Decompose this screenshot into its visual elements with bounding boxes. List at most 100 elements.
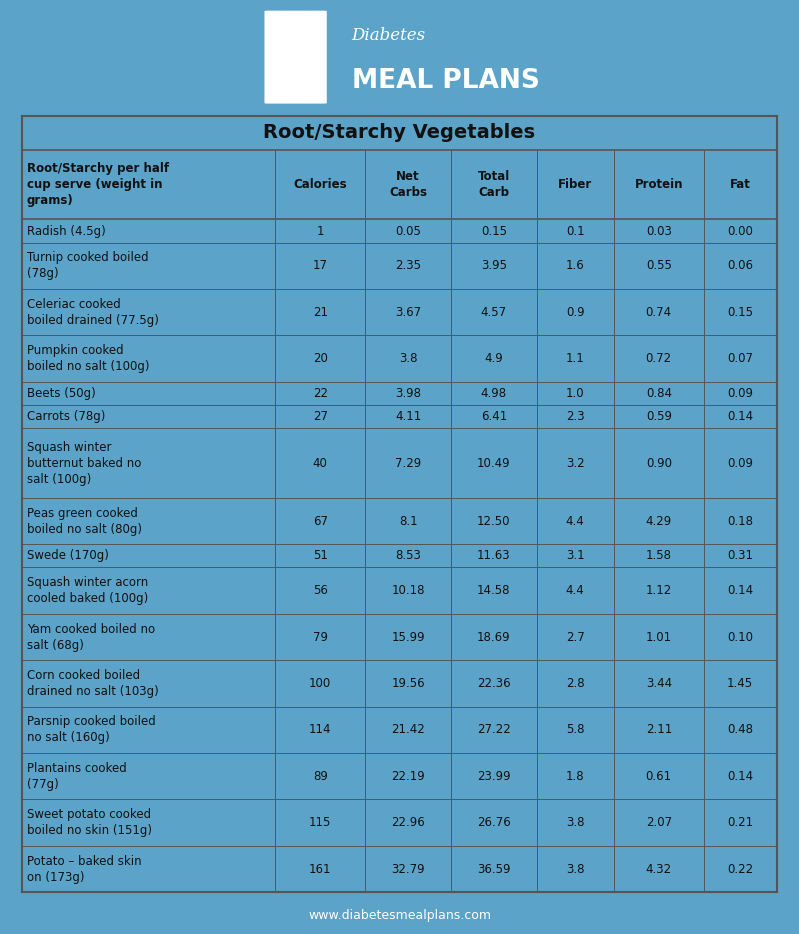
Text: 0.03: 0.03 xyxy=(646,224,672,237)
Text: 0.14: 0.14 xyxy=(727,584,753,597)
Text: Root/Starchy Vegetables: Root/Starchy Vegetables xyxy=(264,123,535,142)
Text: Carrots (78g): Carrots (78g) xyxy=(27,410,105,423)
Text: 23.99: 23.99 xyxy=(477,770,511,783)
Text: 0.59: 0.59 xyxy=(646,410,672,423)
Text: 3.2: 3.2 xyxy=(566,457,585,470)
Text: 3.1: 3.1 xyxy=(566,549,585,562)
Text: 0.09: 0.09 xyxy=(727,387,753,400)
Text: 0.84: 0.84 xyxy=(646,387,672,400)
Text: 3.44: 3.44 xyxy=(646,677,672,690)
Text: 2.11: 2.11 xyxy=(646,723,672,736)
Text: Corn cooked boiled
drained no salt (103g): Corn cooked boiled drained no salt (103g… xyxy=(27,669,159,698)
Text: 5.8: 5.8 xyxy=(566,723,584,736)
Text: 0.14: 0.14 xyxy=(727,770,753,783)
Text: 0.09: 0.09 xyxy=(727,457,753,470)
Text: 27.22: 27.22 xyxy=(477,723,511,736)
Text: 21.42: 21.42 xyxy=(392,723,425,736)
Text: 0.15: 0.15 xyxy=(727,305,753,318)
Text: 67: 67 xyxy=(312,515,328,528)
Text: 32.79: 32.79 xyxy=(392,863,425,875)
Text: 0.72: 0.72 xyxy=(646,352,672,365)
Text: 8.53: 8.53 xyxy=(396,549,421,562)
Text: 2.7: 2.7 xyxy=(566,630,585,644)
Text: 161: 161 xyxy=(309,863,332,875)
FancyBboxPatch shape xyxy=(284,10,307,104)
Text: Squash winter acorn
cooled baked (100g): Squash winter acorn cooled baked (100g) xyxy=(27,576,148,605)
Text: 0.61: 0.61 xyxy=(646,770,672,783)
Text: 0.1: 0.1 xyxy=(566,224,585,237)
Text: 18.69: 18.69 xyxy=(477,630,511,644)
Text: 4.9: 4.9 xyxy=(484,352,503,365)
Text: 22.36: 22.36 xyxy=(477,677,511,690)
Text: 15.99: 15.99 xyxy=(392,630,425,644)
Text: 89: 89 xyxy=(312,770,328,783)
Text: Potato – baked skin
on (173g): Potato – baked skin on (173g) xyxy=(27,855,141,884)
Text: Total
Carb: Total Carb xyxy=(478,170,510,199)
Text: 4.4: 4.4 xyxy=(566,515,585,528)
Text: Celeriac cooked
boiled drained (77.5g): Celeriac cooked boiled drained (77.5g) xyxy=(27,298,159,327)
Text: 4.98: 4.98 xyxy=(481,387,507,400)
Text: 3.8: 3.8 xyxy=(566,863,584,875)
Text: Diabetes: Diabetes xyxy=(352,27,426,44)
Text: 0.9: 0.9 xyxy=(566,305,585,318)
Text: 0.18: 0.18 xyxy=(727,515,753,528)
Text: 1.1: 1.1 xyxy=(566,352,585,365)
Text: 12.50: 12.50 xyxy=(477,515,511,528)
Text: 22.96: 22.96 xyxy=(392,816,425,829)
Text: 56: 56 xyxy=(312,584,328,597)
Text: 2.3: 2.3 xyxy=(566,410,585,423)
Text: 2.07: 2.07 xyxy=(646,816,672,829)
Text: 0.55: 0.55 xyxy=(646,260,672,273)
Text: Parsnip cooked boiled
no salt (160g): Parsnip cooked boiled no salt (160g) xyxy=(27,715,156,744)
Text: www.diabetesmealplans.com: www.diabetesmealplans.com xyxy=(308,909,491,922)
Text: 3.67: 3.67 xyxy=(395,305,421,318)
Text: 51: 51 xyxy=(312,549,328,562)
Text: 4.4: 4.4 xyxy=(566,584,585,597)
Text: 4.57: 4.57 xyxy=(481,305,507,318)
Text: 1.45: 1.45 xyxy=(727,677,753,690)
Text: 1.01: 1.01 xyxy=(646,630,672,644)
Text: 27: 27 xyxy=(312,410,328,423)
FancyBboxPatch shape xyxy=(264,10,287,104)
Text: 79: 79 xyxy=(312,630,328,644)
Text: 1.8: 1.8 xyxy=(566,770,585,783)
Text: 21: 21 xyxy=(312,305,328,318)
Text: Fiber: Fiber xyxy=(558,178,592,191)
Text: Beets (50g): Beets (50g) xyxy=(27,387,96,400)
Text: 0.06: 0.06 xyxy=(727,260,753,273)
Text: 10.18: 10.18 xyxy=(392,584,425,597)
Text: 3.98: 3.98 xyxy=(395,387,421,400)
Text: 0.74: 0.74 xyxy=(646,305,672,318)
Text: 0.00: 0.00 xyxy=(727,224,753,237)
Text: Squash winter
butternut baked no
salt (100g): Squash winter butternut baked no salt (1… xyxy=(27,441,141,486)
Text: 1.6: 1.6 xyxy=(566,260,585,273)
Text: 0.07: 0.07 xyxy=(727,352,753,365)
Text: 3.95: 3.95 xyxy=(481,260,507,273)
Text: 3.8: 3.8 xyxy=(566,816,584,829)
Text: MEAL PLANS: MEAL PLANS xyxy=(352,67,539,93)
Text: Peas green cooked
boiled no salt (80g): Peas green cooked boiled no salt (80g) xyxy=(27,506,142,535)
Text: 0.22: 0.22 xyxy=(727,863,753,875)
Text: 0.15: 0.15 xyxy=(481,224,507,237)
Text: 4.32: 4.32 xyxy=(646,863,672,875)
Text: 1: 1 xyxy=(316,224,324,237)
Text: 14.58: 14.58 xyxy=(477,584,511,597)
Text: Net
Carbs: Net Carbs xyxy=(389,170,427,199)
Text: 0.48: 0.48 xyxy=(727,723,753,736)
Text: 2.35: 2.35 xyxy=(395,260,421,273)
Text: 17: 17 xyxy=(312,260,328,273)
Text: 40: 40 xyxy=(312,457,328,470)
Text: Sweet potato cooked
boiled no skin (151g): Sweet potato cooked boiled no skin (151g… xyxy=(27,808,152,837)
Text: 36.59: 36.59 xyxy=(477,863,511,875)
Text: 22: 22 xyxy=(312,387,328,400)
Text: 20: 20 xyxy=(312,352,328,365)
Text: Swede (170g): Swede (170g) xyxy=(27,549,109,562)
Text: 1.58: 1.58 xyxy=(646,549,672,562)
Text: 3.8: 3.8 xyxy=(399,352,417,365)
Text: 114: 114 xyxy=(309,723,332,736)
Text: 0.21: 0.21 xyxy=(727,816,753,829)
Text: 0.05: 0.05 xyxy=(396,224,421,237)
Text: 115: 115 xyxy=(309,816,332,829)
Text: 4.29: 4.29 xyxy=(646,515,672,528)
Text: 1.0: 1.0 xyxy=(566,387,585,400)
